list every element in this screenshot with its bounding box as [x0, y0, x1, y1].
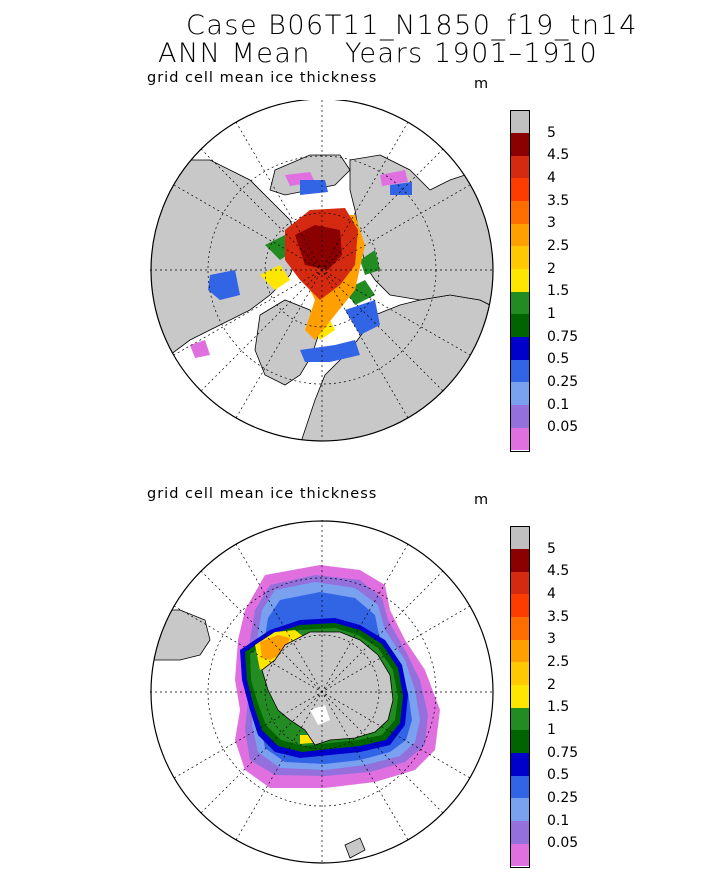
legend-north-level-label: 3.5 — [547, 192, 570, 209]
legend-south-level-label: 4 — [547, 586, 556, 602]
antarctic-map-border — [150, 520, 494, 864]
antarctica-land — [261, 631, 394, 746]
arctic-map-border — [150, 100, 494, 442]
legend-north-level-label: 0.5 — [547, 351, 570, 368]
legend-south-level-label: 5 — [547, 540, 556, 557]
legend-south-level-label: 3 — [547, 631, 556, 648]
legend-south: 5 4.5 4 3.5 3 2.5 2 1.5 1 0.75 0.5 0.25 0.1 0.05 — [510, 526, 630, 871]
legend-north: 5 4.5 4 3.5 3 2.5 2 1.5 1 0.75 0.5 0.25 0.1 0.05 — [510, 110, 630, 455]
legend-north-level-label: 5 — [547, 124, 556, 141]
ice-blue-outer — [208, 180, 412, 362]
ross-shelf-white — [310, 705, 330, 725]
title-line-2-left: ANN Mean — [158, 38, 312, 69]
antarctic-map — [150, 520, 494, 864]
legend-north-level-label: 2.5 — [547, 238, 570, 254]
legend-south-level-label: 3.5 — [547, 608, 570, 625]
legend-north-frame — [510, 110, 530, 452]
legend-north-level-label: 1.5 — [547, 283, 570, 300]
legend-north-level-label: 0.05 — [547, 419, 579, 436]
legend-north-level-label: 1 — [547, 306, 556, 322]
legend-south-level-label: 1 — [547, 722, 556, 738]
legend-south-level-label: 0.75 — [547, 744, 579, 761]
legend-north-level-label: 0.75 — [547, 328, 579, 345]
legend-south-level-label: 4.5 — [547, 563, 570, 580]
panel-south-unit: m — [474, 492, 489, 508]
legend-south-level-label: 0.1 — [547, 812, 570, 829]
legend-north-level-label: 4 — [547, 170, 556, 186]
legend-south-level-label: 0.05 — [547, 835, 579, 852]
arctic-map — [150, 100, 494, 442]
legend-north-level-label: 3 — [547, 215, 556, 232]
legend-south-level-label: 2 — [547, 676, 556, 693]
legend-south-level-label: 1.5 — [547, 699, 570, 716]
legend-south-frame — [510, 526, 530, 868]
greenland-land — [254, 299, 321, 386]
panel-north-unit: m — [474, 76, 489, 92]
legend-north-level-label: 0.1 — [547, 396, 570, 413]
panel-north-label: grid cell mean ice thickness — [147, 70, 378, 86]
legend-south-level-label: 0.25 — [547, 790, 579, 806]
title-line-1: Case B06T11_N1850_f19_tn14 — [186, 10, 638, 41]
legend-north-level-label: 4.5 — [547, 147, 570, 164]
new-zealand-land — [344, 837, 366, 859]
legend-north-level-label: 2 — [547, 260, 556, 277]
north-america-land — [151, 159, 301, 361]
legend-north-level-label: 0.25 — [547, 374, 579, 390]
title-line-2-right: Years 1901–1910 — [345, 38, 599, 69]
ice-orange — [260, 635, 290, 660]
legend-south-level-label: 2.5 — [547, 654, 570, 670]
legend-south-level-label: 0.5 — [547, 767, 570, 784]
ice-dark-red — [295, 225, 342, 270]
panel-south-label: grid cell mean ice thickness — [147, 486, 378, 502]
